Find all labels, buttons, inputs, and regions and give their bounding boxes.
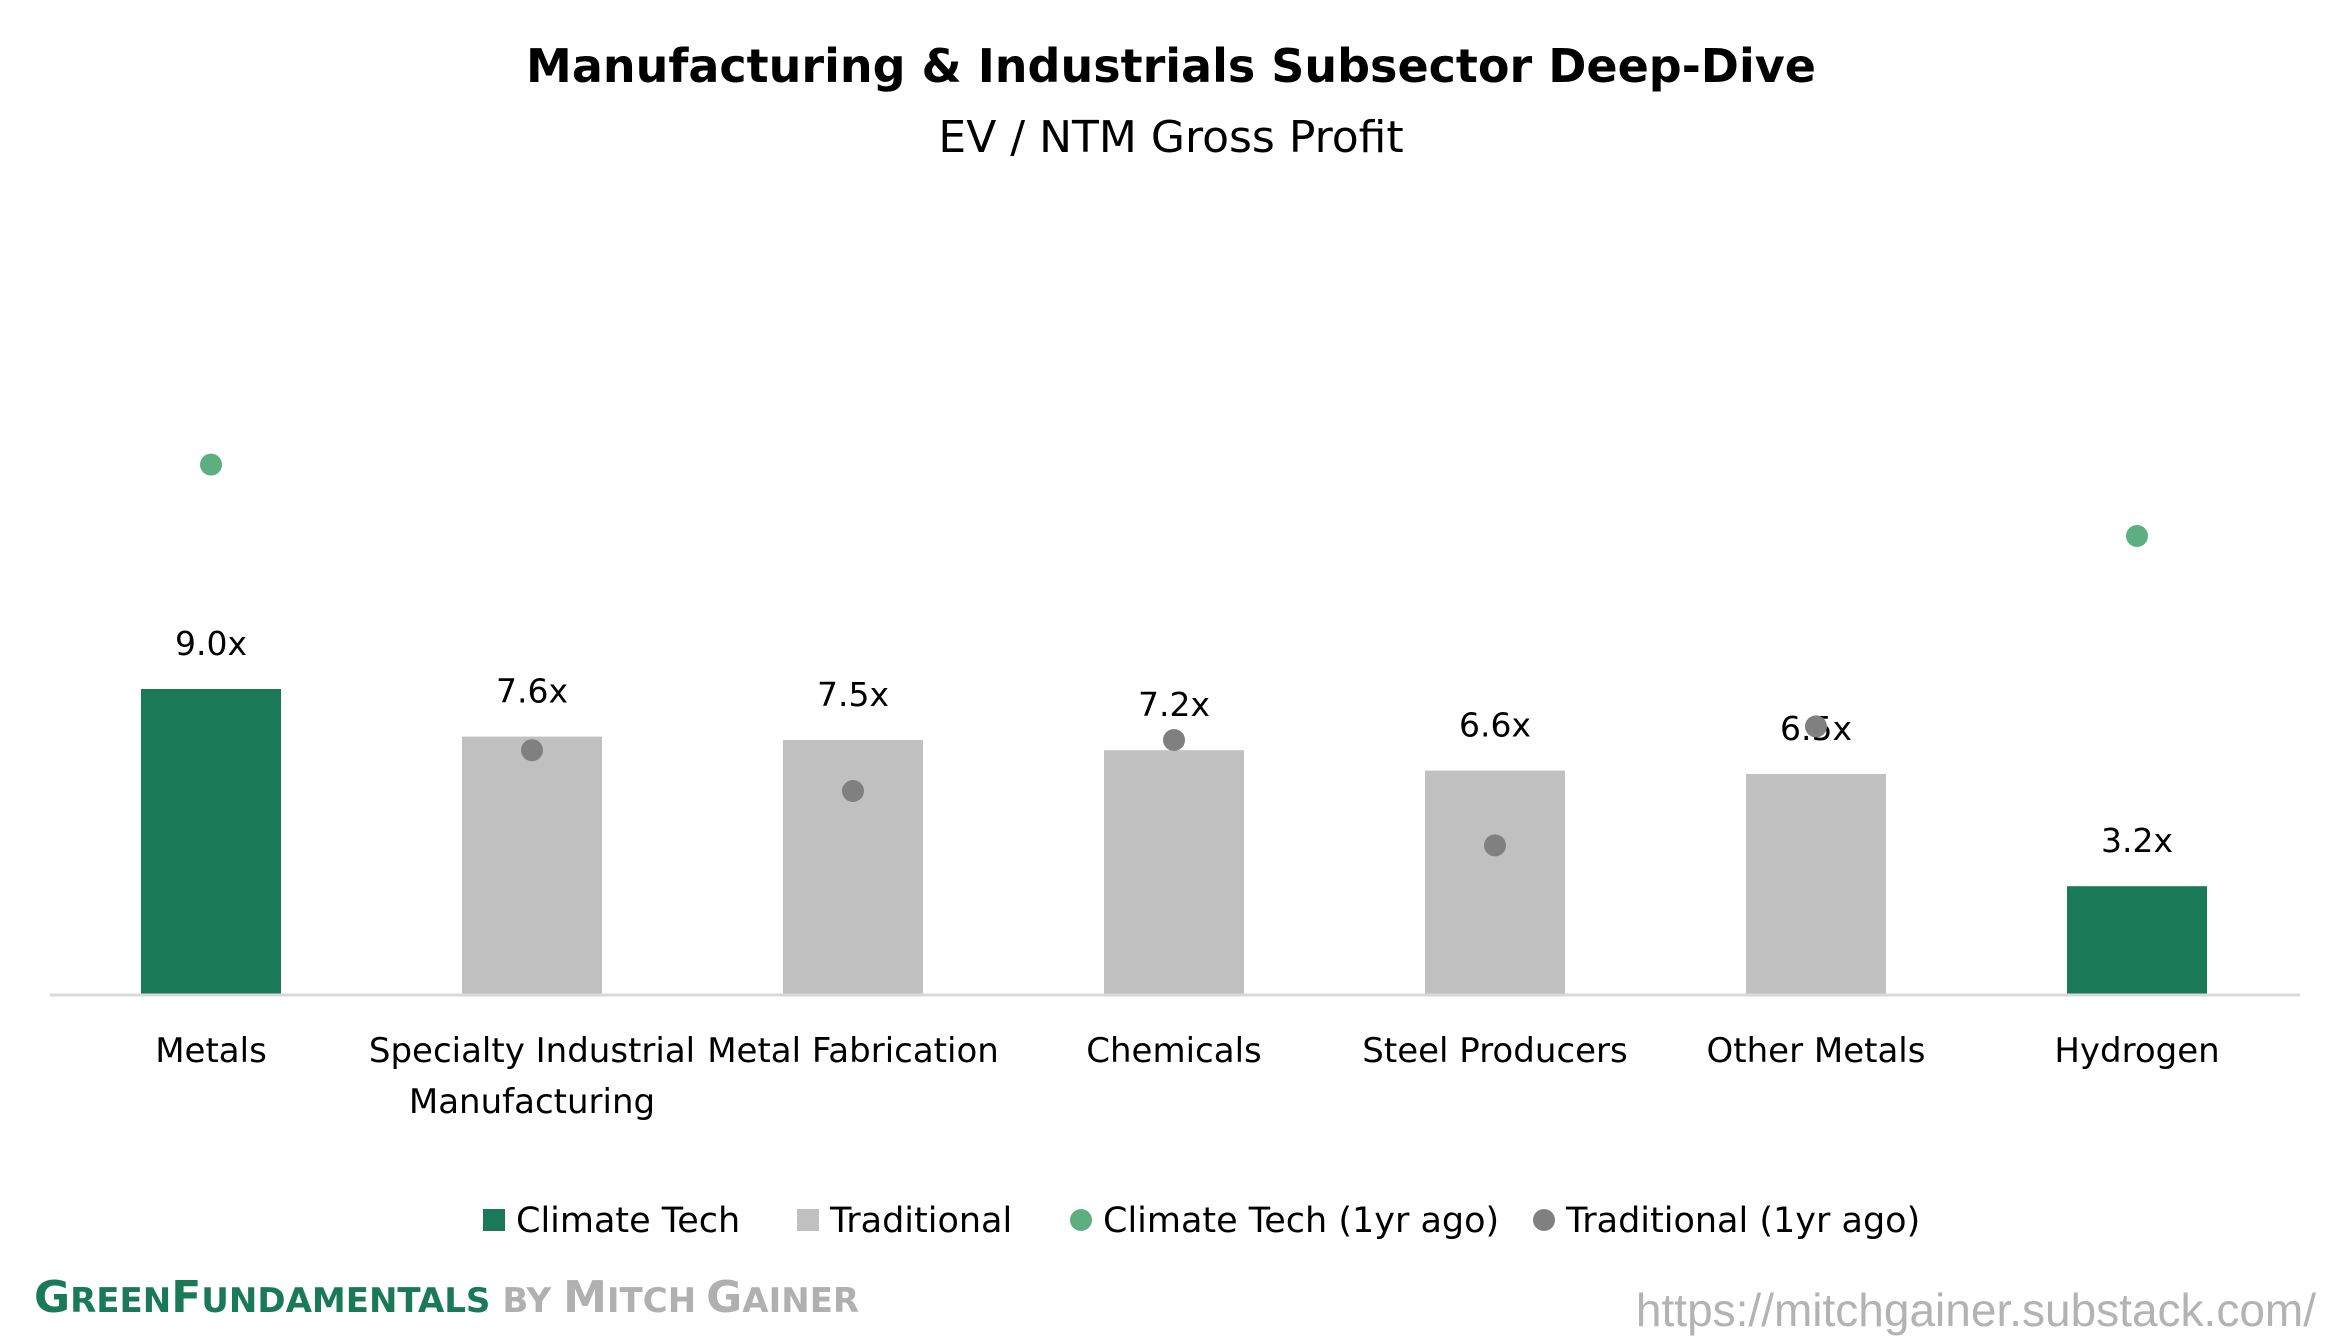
dot-1yr-ago-4 — [1484, 834, 1506, 857]
category-label-1-line-1: Manufacturing — [409, 1082, 655, 1122]
bar-6 — [2067, 886, 2207, 995]
dot-1yr-ago-1 — [521, 739, 543, 762]
bar-3 — [1104, 750, 1244, 995]
data-label-0: 9.0x — [175, 624, 247, 663]
dot-1yr-ago-3 — [1163, 729, 1185, 751]
bar-0 — [141, 689, 281, 995]
data-label-6: 3.2x — [2101, 821, 2173, 860]
dot-1yr-ago-2 — [842, 780, 864, 802]
bar-5 — [1746, 774, 1886, 995]
dot-1yr-ago-0 — [200, 453, 222, 476]
dot-1yr-ago-5 — [1805, 715, 1827, 738]
bar-2 — [783, 740, 923, 995]
chart-title: Manufacturing & Industrials Subsector De… — [526, 39, 1816, 93]
data-label-2: 7.5x — [817, 675, 889, 714]
legend-marker-3 — [1533, 1209, 1555, 1231]
brand-logo: GREENFUNDAMENTALS BY MITCH GAINER — [34, 1272, 859, 1323]
category-label-4: Steel Producers — [1362, 1031, 1627, 1071]
bar-1 — [462, 736, 602, 995]
category-label-2: Metal Fabrication — [707, 1031, 999, 1071]
source-url: https://mitchgainer.substack.com/ — [1636, 1284, 2316, 1336]
legend-label-3: Traditional (1yr ago) — [1565, 1201, 1920, 1241]
legend-marker-2 — [1070, 1209, 1092, 1231]
legend-marker-0 — [483, 1209, 505, 1231]
data-label-4: 6.6x — [1459, 706, 1531, 745]
category-label-5: Other Metals — [1707, 1031, 1926, 1071]
dot-1yr-ago-6 — [2126, 525, 2148, 547]
legend-label-2: Climate Tech (1yr ago) — [1103, 1201, 1499, 1241]
legend-label-0: Climate Tech — [516, 1201, 740, 1241]
category-label-6: Hydrogen — [2054, 1031, 2219, 1071]
category-label-3: Chemicals — [1086, 1031, 1261, 1071]
category-label-0: Metals — [155, 1031, 267, 1071]
chart-subtitle: EV / NTM Gross Profit — [938, 112, 1403, 163]
legend-marker-1 — [797, 1209, 819, 1231]
data-label-3: 7.2x — [1138, 685, 1210, 724]
data-label-1: 7.6x — [496, 672, 568, 711]
category-label-1-line-0: Specialty Industrial — [369, 1031, 695, 1071]
legend-label-1: Traditional — [829, 1201, 1012, 1241]
legend: Climate Tech Traditional Climate Tech (1yr… — [483, 1201, 1920, 1241]
bar-4 — [1425, 770, 1565, 995]
plot-area: 9.0x Metals 7.6x Specialty Industrial Manufa… — [141, 453, 2220, 1122]
